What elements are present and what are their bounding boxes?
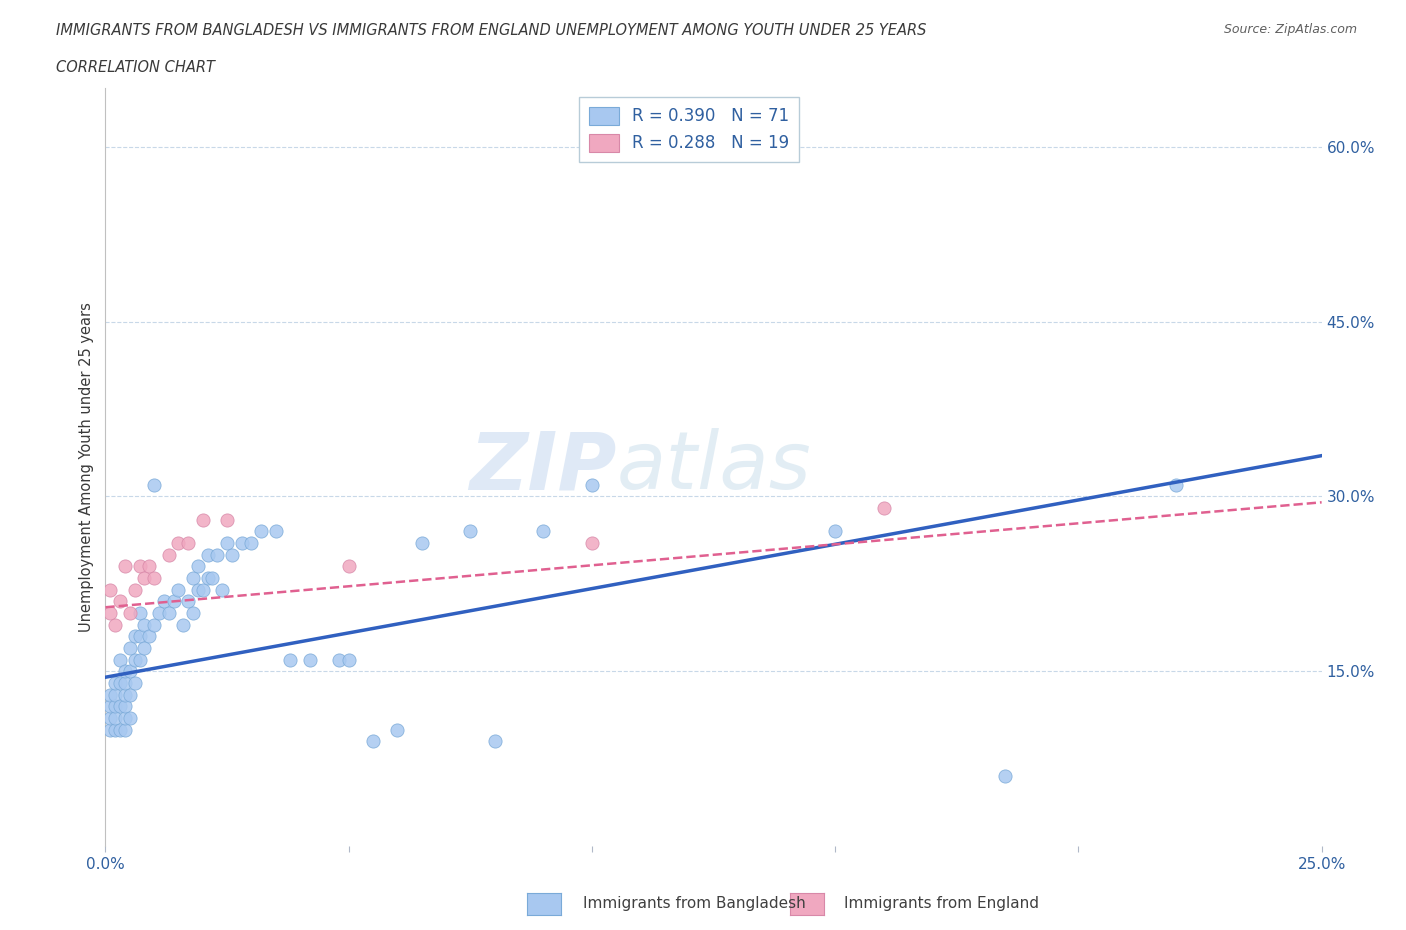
Y-axis label: Unemployment Among Youth under 25 years: Unemployment Among Youth under 25 years [79, 302, 94, 632]
Point [104, 618, 127, 632]
Point [361, 734, 384, 749]
Point [128, 605, 150, 620]
Point [104, 699, 127, 714]
Point [98, 723, 121, 737]
Point [387, 723, 409, 737]
Point [181, 605, 204, 620]
Text: Immigrants from Bangladesh: Immigrants from Bangladesh [583, 897, 806, 911]
Legend: R = 0.390   N = 71, R = 0.288   N = 19: R = 0.390 N = 71, R = 0.288 N = 19 [579, 97, 800, 163]
Point [104, 687, 127, 702]
Point [197, 548, 219, 563]
Point [824, 524, 846, 538]
Point [114, 559, 136, 574]
Point [108, 594, 131, 609]
Text: Source: ZipAtlas.com: Source: ZipAtlas.com [1223, 23, 1357, 36]
Point [172, 618, 194, 632]
Text: ZIP: ZIP [468, 429, 616, 506]
Point [124, 582, 146, 597]
Point [124, 675, 146, 690]
Text: IMMIGRANTS FROM BANGLADESH VS IMMIGRANTS FROM ENGLAND UNEMPLOYMENT AMONG YOUTH U: IMMIGRANTS FROM BANGLADESH VS IMMIGRANTS… [56, 23, 927, 38]
Text: atlas: atlas [616, 429, 811, 506]
Point [167, 536, 190, 551]
Point [250, 524, 273, 538]
Point [177, 594, 200, 609]
Point [128, 629, 150, 644]
Point [143, 477, 166, 492]
Point [124, 629, 146, 644]
Point [191, 512, 214, 527]
Point [118, 605, 141, 620]
Point [201, 571, 224, 586]
Point [217, 512, 239, 527]
Point [531, 524, 554, 538]
Point [278, 652, 301, 667]
Point [114, 699, 136, 714]
Point [138, 559, 160, 574]
Point [143, 618, 166, 632]
Point [128, 559, 150, 574]
Point [207, 548, 229, 563]
Point [134, 618, 156, 632]
Point [162, 594, 184, 609]
Point [138, 629, 160, 644]
Point [104, 675, 127, 690]
Point [114, 687, 136, 702]
Point [157, 548, 180, 563]
Point [134, 571, 156, 586]
Point [118, 641, 141, 656]
Point [104, 723, 127, 737]
Point [197, 571, 219, 586]
Text: CORRELATION CHART: CORRELATION CHART [56, 60, 215, 75]
Point [221, 548, 243, 563]
Point [337, 652, 360, 667]
Point [458, 524, 481, 538]
Point [217, 536, 239, 551]
Point [118, 687, 141, 702]
Point [484, 734, 506, 749]
Point [124, 652, 146, 667]
Point [108, 699, 131, 714]
Point [187, 582, 209, 597]
Point [264, 524, 287, 538]
Point [98, 711, 121, 725]
Point [108, 675, 131, 690]
Point [114, 723, 136, 737]
Point [298, 652, 321, 667]
Point [118, 711, 141, 725]
Point [191, 582, 214, 597]
Point [240, 536, 263, 551]
Point [167, 582, 190, 597]
Point [98, 582, 121, 597]
Point [581, 477, 603, 492]
Point [177, 536, 200, 551]
Point [231, 536, 253, 551]
Point [98, 605, 121, 620]
Point [157, 605, 180, 620]
Point [98, 687, 121, 702]
Point [337, 559, 360, 574]
Text: Immigrants from England: Immigrants from England [844, 897, 1039, 911]
Point [148, 605, 170, 620]
Point [181, 571, 204, 586]
Point [118, 664, 141, 679]
Point [873, 500, 896, 515]
Point [98, 699, 121, 714]
Point [581, 536, 603, 551]
Point [114, 675, 136, 690]
Point [108, 652, 131, 667]
Point [187, 559, 209, 574]
Point [143, 571, 166, 586]
Point [994, 769, 1017, 784]
Point [114, 664, 136, 679]
Point [128, 652, 150, 667]
Point [104, 711, 127, 725]
Point [114, 711, 136, 725]
Point [134, 641, 156, 656]
Point [411, 536, 433, 551]
Point [1164, 477, 1187, 492]
Point [211, 582, 233, 597]
Point [108, 723, 131, 737]
Point [328, 652, 350, 667]
Point [153, 594, 176, 609]
